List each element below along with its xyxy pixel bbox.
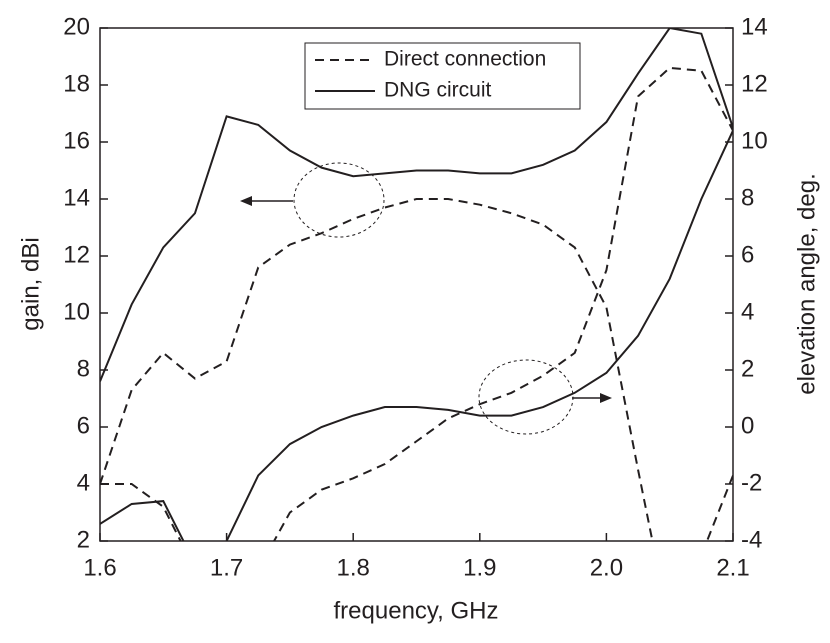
x-tick-label: 1.7 — [210, 554, 243, 581]
y2-axis-label: elevation angle, deg. — [793, 173, 820, 395]
y-tick-label: 8 — [77, 355, 90, 382]
x-tick-label: 1.6 — [83, 554, 116, 581]
y-axis-label: gain, dBi — [17, 237, 44, 330]
y2-tick-label: -2 — [741, 469, 762, 496]
legend-box — [304, 42, 581, 110]
arrow-head — [240, 196, 252, 206]
y-tick-label: 16 — [63, 127, 90, 154]
legend-label: DNG circuit — [384, 79, 492, 102]
y2-tick-label: 8 — [741, 184, 754, 211]
ellipse — [293, 162, 385, 238]
y2-tick-label: 10 — [741, 127, 768, 154]
y2-tick-label: -4 — [741, 526, 762, 553]
y-tick-label: 4 — [77, 469, 90, 496]
y-tick-label: 20 — [63, 13, 90, 40]
x-tick-label: 1.9 — [463, 554, 496, 581]
ellipse — [478, 359, 574, 435]
x-axis-label: frequency, GHz — [334, 597, 499, 624]
y2-tick-label: 12 — [741, 70, 768, 97]
annotations — [240, 162, 612, 435]
y2-tick-label: 0 — [741, 412, 754, 439]
y-tick-label: 10 — [63, 298, 90, 325]
series-line — [100, 130, 733, 541]
y-tick-label: 2 — [77, 526, 90, 553]
x-tick-label: 2.1 — [716, 554, 749, 581]
y-tick-label: 18 — [63, 70, 90, 97]
x-tick-label: 1.8 — [337, 554, 370, 581]
y2-tick-label: 4 — [741, 298, 754, 325]
y2-tick-label: 6 — [741, 241, 754, 268]
y-tick-label: 14 — [63, 184, 90, 211]
y-tick-label: 6 — [77, 412, 90, 439]
y-tick-label: 12 — [63, 241, 90, 268]
series-line — [100, 28, 733, 382]
arrow-head — [600, 393, 612, 403]
x-tick-label: 2.0 — [590, 554, 623, 581]
y2-tick-label: 14 — [741, 13, 768, 40]
series-line — [100, 198, 733, 541]
legend-label: Direct connection — [384, 48, 546, 71]
plot-lines — [100, 28, 733, 541]
plot-frame — [99, 27, 734, 542]
series-line — [100, 66, 733, 541]
y2-tick-label: 2 — [741, 355, 754, 382]
